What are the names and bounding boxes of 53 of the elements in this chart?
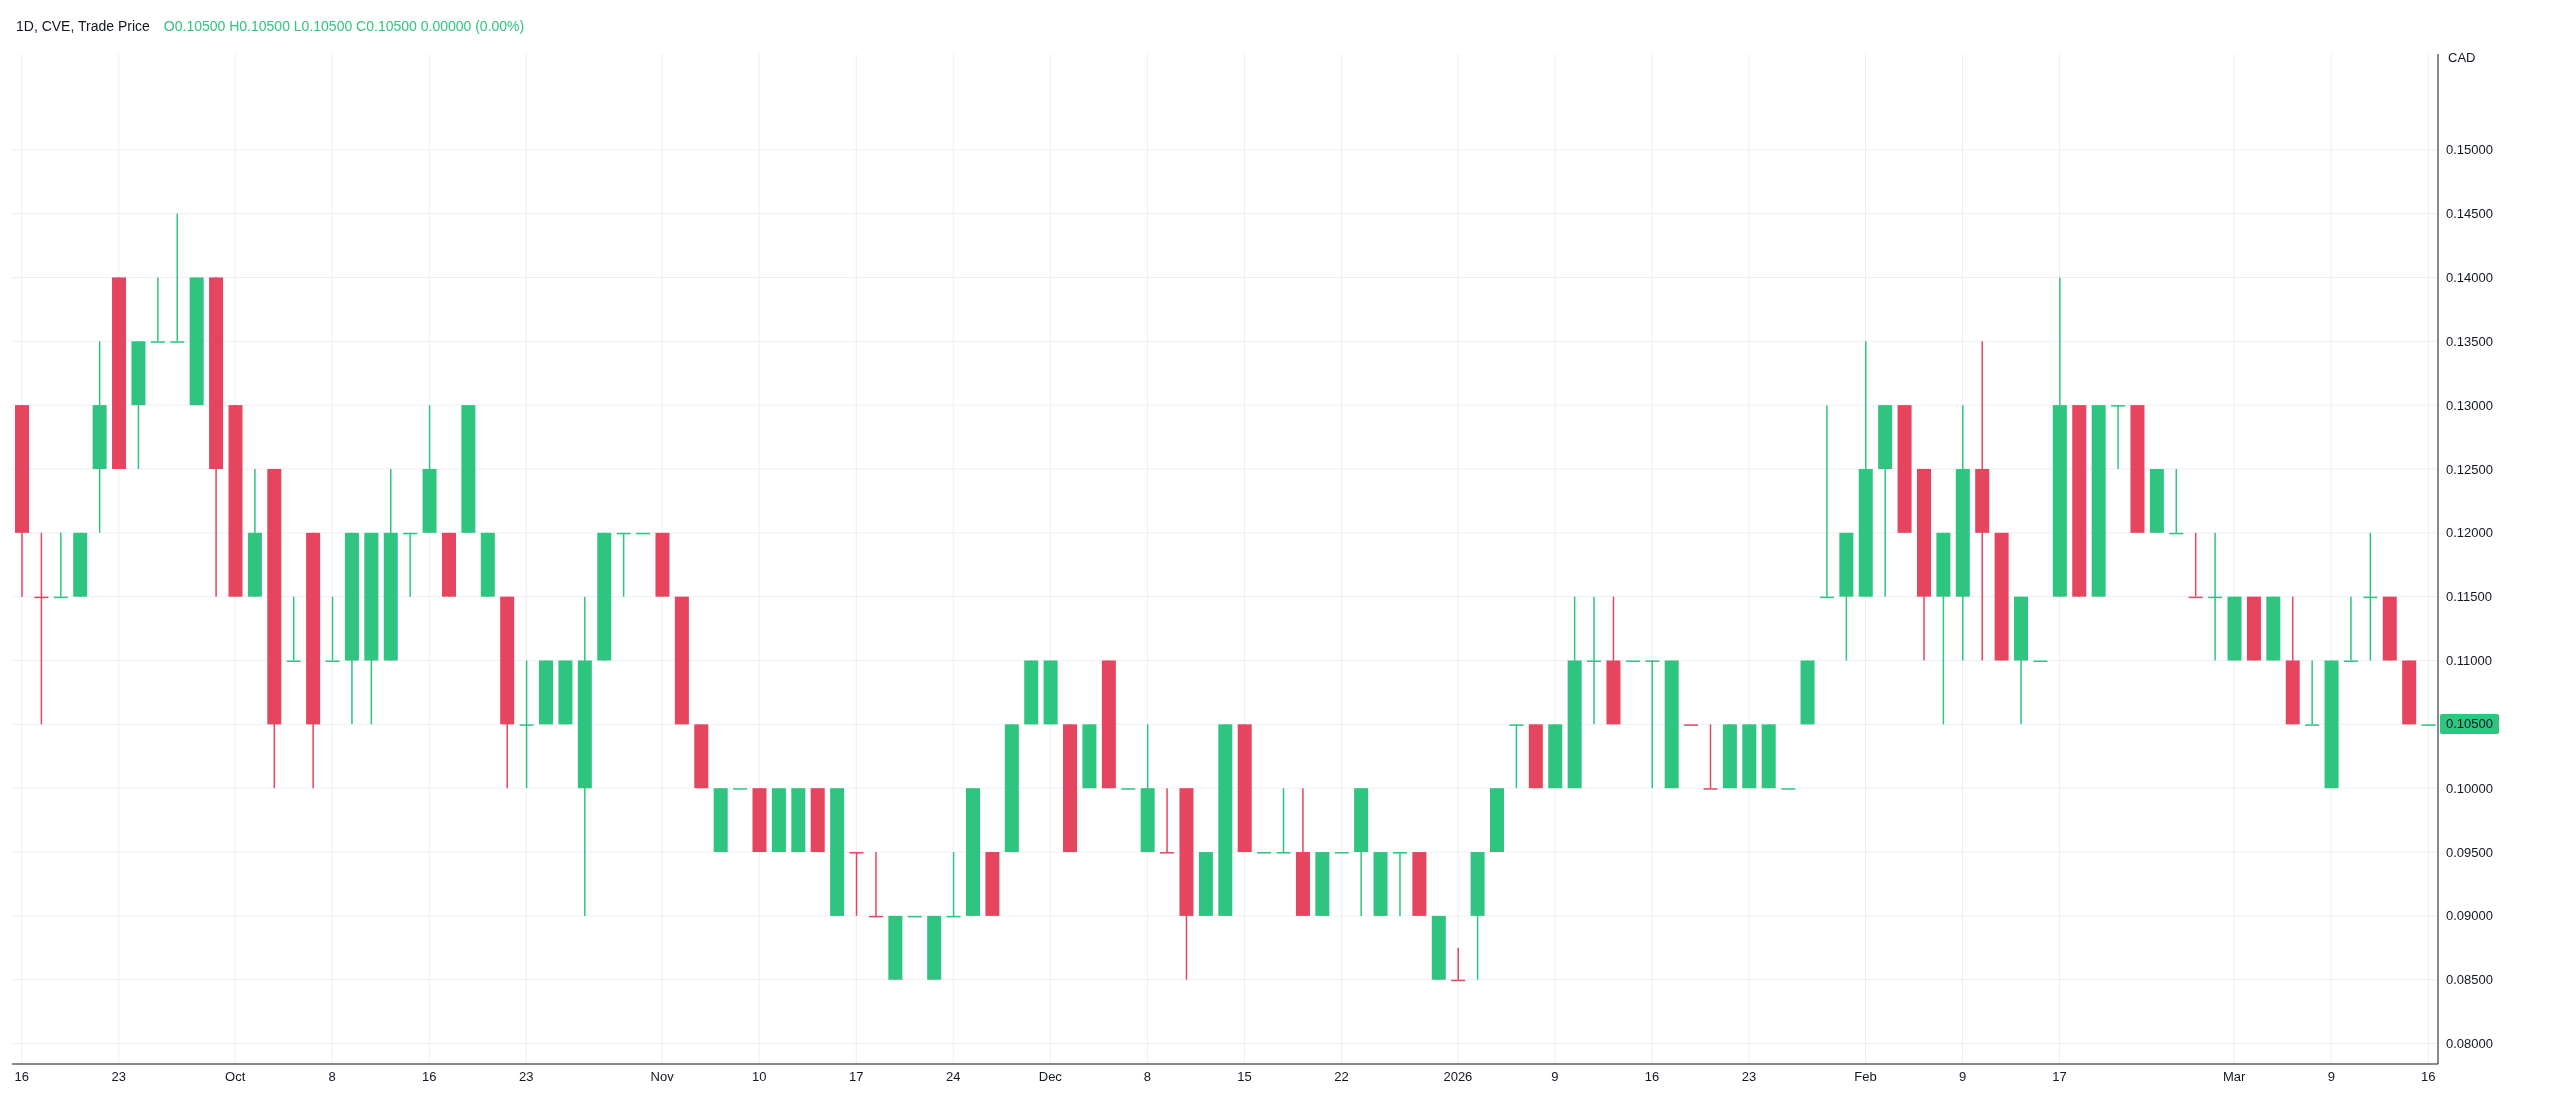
x-tick-label: 16 — [14, 1069, 29, 1085]
y-tick-label: 0.13000 — [2446, 397, 2493, 413]
x-tick-label: 17 — [2052, 1069, 2067, 1085]
x-tick-label: Dec — [1038, 1069, 1063, 1085]
candlestick — [2111, 404, 2126, 470]
candlestick — [2305, 659, 2320, 726]
y-tick-label: 0.11000 — [2446, 653, 2493, 669]
x-tick-label: 15 — [1237, 1069, 1252, 1085]
y-tick-label: 0.14000 — [2446, 270, 2493, 286]
x-tick-label: 17 — [849, 1069, 864, 1085]
x-tick-label: Nov — [650, 1069, 675, 1085]
x-tick-label: 16 — [422, 1069, 437, 1085]
x-tick-label: Feb — [1854, 1069, 1877, 1085]
x-tick-label: 10 — [751, 1069, 767, 1085]
y-tick-label: 0.12000 — [2446, 525, 2493, 541]
x-tick-label: 8 — [1143, 1069, 1151, 1085]
candlestick — [150, 276, 165, 343]
x-tick-label: 16 — [1644, 1069, 1660, 1085]
candlestick — [849, 851, 864, 917]
x-tick-label: 2026 — [1443, 1069, 1473, 1085]
y-tick-label: 0.09000 — [2446, 908, 2493, 924]
candlestick — [1276, 787, 1291, 854]
y-tick-label: 0.15000 — [2446, 142, 2493, 158]
x-tick-label: 22 — [1334, 1069, 1349, 1085]
x-tick-label: 23 — [519, 1069, 534, 1085]
candlestick — [519, 659, 534, 789]
x-tick-label: 23 — [111, 1069, 126, 1085]
y-tick-label: 0.08000 — [2446, 1036, 2493, 1052]
x-tick-label: 9 — [2327, 1069, 2335, 1085]
text: 0.10500 — [2440, 714, 2499, 735]
y-axis-title: CAD — [2448, 50, 2476, 65]
x-tick-label: 9 — [1958, 1069, 1967, 1085]
chart-title: 1D, CVE, Trade Price — [16, 18, 150, 34]
y-tick-label: 0.12500 — [2446, 461, 2493, 477]
y-tick-label: 0.11500 — [2446, 589, 2493, 605]
x-tick-label: 8 — [328, 1069, 336, 1085]
x-tick-label: 9 — [1551, 1069, 1559, 1085]
y-tick-label: 0.13500 — [2446, 333, 2493, 349]
candlestick — [1160, 787, 1175, 854]
y-tick-label: 0.09500 — [2446, 844, 2493, 860]
x-tick-label: Oct — [225, 1069, 246, 1085]
candlestick — [1509, 723, 1524, 789]
text: O0.10500 H0.10500 L0.10500 C0.10500 0.00000 (0.00%) — [163, 18, 525, 34]
y-tick-label: 0.14500 — [2446, 206, 2493, 222]
x-tick-label: 16 — [2421, 1069, 2436, 1085]
x-tick-label: 23 — [1741, 1069, 1757, 1085]
y-tick-label: 0.08500 — [2446, 972, 2493, 988]
x-tick-label: 24 — [946, 1069, 961, 1085]
y-tick-label: 0.10000 — [2446, 780, 2493, 796]
candlestick — [1392, 851, 1407, 917]
candlestick — [170, 212, 185, 343]
candlestick — [1703, 723, 1718, 790]
x-tick-label: Mar — [2223, 1069, 2247, 1085]
